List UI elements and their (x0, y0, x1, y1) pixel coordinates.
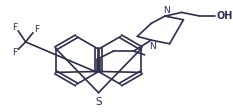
Text: N: N (164, 6, 170, 15)
Text: N: N (150, 42, 156, 51)
Text: F: F (12, 23, 17, 32)
Text: F: F (12, 48, 17, 57)
Text: S: S (95, 97, 102, 107)
Text: F: F (34, 25, 39, 33)
Text: OH: OH (217, 11, 233, 21)
